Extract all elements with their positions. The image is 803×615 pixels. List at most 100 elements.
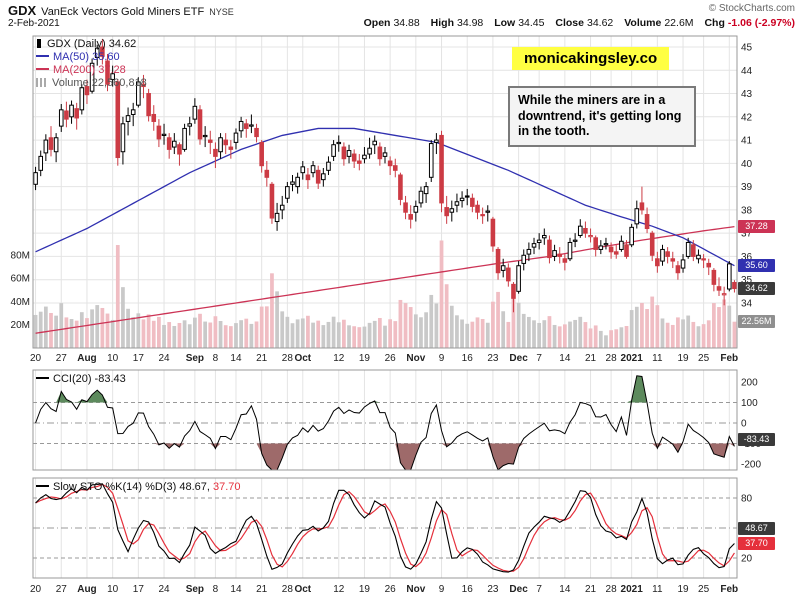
svg-text:20M: 20M	[11, 320, 30, 331]
sto-d-axis-value: 37.70	[738, 537, 775, 551]
svg-text:17: 17	[133, 353, 145, 364]
header: GDX VanEck Vectors Gold Miners ETF NYSE	[8, 2, 234, 20]
svg-text:39: 39	[741, 182, 753, 193]
svg-text:Dec: Dec	[509, 584, 528, 595]
svg-text:11: 11	[652, 353, 663, 364]
svg-text:23: 23	[487, 584, 499, 595]
cci-legend: CCI(20) -83.43	[36, 373, 126, 386]
svg-text:28: 28	[282, 584, 294, 595]
svg-text:41: 41	[741, 136, 753, 147]
svg-text:9: 9	[439, 584, 445, 595]
svg-text:24: 24	[158, 353, 170, 364]
sto-legend-text: Slow STO %K(14) %D(3) 48.67,	[53, 481, 210, 493]
svg-text:36: 36	[741, 252, 753, 263]
svg-text:44: 44	[741, 66, 753, 77]
svg-text:7: 7	[536, 353, 542, 364]
last-price-axis-value: 34.62	[738, 281, 775, 295]
svg-text:38: 38	[741, 205, 753, 216]
svg-text:11: 11	[652, 584, 663, 595]
svg-text:9: 9	[439, 353, 445, 364]
svg-text:40: 40	[741, 159, 753, 170]
svg-text:8: 8	[213, 353, 219, 364]
svg-text:20: 20	[30, 584, 42, 595]
ma200-line-icon	[36, 68, 49, 70]
low-value: 34.45	[518, 17, 545, 29]
ma50-line	[35, 127, 735, 267]
svg-text:19: 19	[359, 584, 371, 595]
symbol: GDX	[8, 3, 37, 18]
site-annotation: monicakingsley.co	[512, 47, 670, 70]
ma50-legend: MA(50) 35.60	[53, 51, 120, 63]
svg-text:20: 20	[741, 554, 753, 565]
svg-text:28: 28	[282, 353, 294, 364]
svg-text:45: 45	[741, 43, 753, 54]
chg-value: -1.06 (-2.97%)	[727, 17, 795, 29]
ma50-line-icon	[36, 55, 49, 57]
cci-legend-text: CCI(20) -83.43	[53, 373, 126, 385]
volume-legend: Volume 22,560,818	[52, 77, 147, 89]
svg-text:80: 80	[741, 494, 753, 505]
svg-text:Sep: Sep	[186, 584, 204, 595]
svg-text:0: 0	[741, 419, 747, 430]
svg-text:12: 12	[333, 353, 345, 364]
svg-text:Nov: Nov	[406, 353, 425, 364]
close-value: 34.62	[586, 17, 614, 29]
svg-text:Oct: Oct	[294, 353, 311, 364]
axis-labels: 45444342414039383736353480M60M40M20M2001…	[11, 43, 762, 596]
svg-text:25: 25	[698, 353, 710, 364]
svg-text:25: 25	[698, 584, 710, 595]
svg-text:100: 100	[741, 398, 758, 409]
volume-value: 22.6M	[664, 17, 694, 29]
svg-text:35: 35	[741, 275, 753, 286]
volume-bars-icon	[36, 78, 47, 87]
note-annotation: While the miners are in a downtrend, it'…	[508, 86, 696, 147]
svg-text:Aug: Aug	[77, 353, 96, 364]
low-label: Low	[494, 17, 516, 29]
svg-text:Sep: Sep	[186, 353, 204, 364]
svg-text:19: 19	[677, 584, 689, 595]
svg-text:14: 14	[230, 353, 242, 364]
svg-text:27: 27	[56, 353, 68, 364]
security-name: VanEck Vectors Gold Miners ETF	[41, 6, 205, 18]
svg-text:24: 24	[158, 584, 170, 595]
svg-text:2021: 2021	[621, 353, 644, 364]
svg-text:Feb: Feb	[720, 584, 738, 595]
svg-text:21: 21	[585, 353, 597, 364]
svg-text:28: 28	[606, 584, 618, 595]
svg-text:7: 7	[536, 584, 542, 595]
svg-text:10: 10	[107, 353, 119, 364]
svg-text:14: 14	[559, 353, 571, 364]
sto-line-icon	[36, 485, 49, 487]
svg-text:80M: 80M	[11, 250, 30, 261]
svg-text:21: 21	[256, 584, 268, 595]
main-legend: GDX (Daily) 34.62 MA(50) 35.60 MA(200) 3…	[36, 38, 147, 90]
candlestick-icon	[37, 39, 41, 48]
open-value: 34.88	[393, 17, 420, 29]
cci-line-icon	[36, 377, 49, 379]
volume-axis-value: 22.56M	[738, 314, 775, 328]
chart-date: 2-Feb-2021	[8, 18, 60, 29]
svg-text:20: 20	[30, 353, 42, 364]
svg-text:40M: 40M	[11, 297, 30, 308]
svg-text:200: 200	[741, 378, 758, 389]
copyright: © StockCharts.com	[708, 3, 795, 14]
svg-text:14: 14	[230, 584, 242, 595]
svg-text:16: 16	[462, 353, 474, 364]
sto-d-value: 37.70	[212, 481, 241, 493]
candles	[33, 38, 737, 313]
price-legend: GDX (Daily) 34.62	[47, 38, 137, 50]
ma200-legend: MA(200) 37.28	[53, 64, 126, 76]
svg-text:Aug: Aug	[77, 584, 96, 595]
svg-text:2021: 2021	[621, 584, 644, 595]
exchange: NYSE	[209, 7, 234, 17]
svg-text:8: 8	[213, 584, 219, 595]
svg-text:19: 19	[359, 353, 371, 364]
volume-label: Volume	[624, 17, 662, 29]
svg-text:27: 27	[56, 584, 68, 595]
svg-text:Feb: Feb	[720, 353, 738, 364]
svg-text:37: 37	[741, 229, 753, 240]
open-label: Open	[363, 17, 391, 29]
svg-text:Dec: Dec	[509, 353, 528, 364]
